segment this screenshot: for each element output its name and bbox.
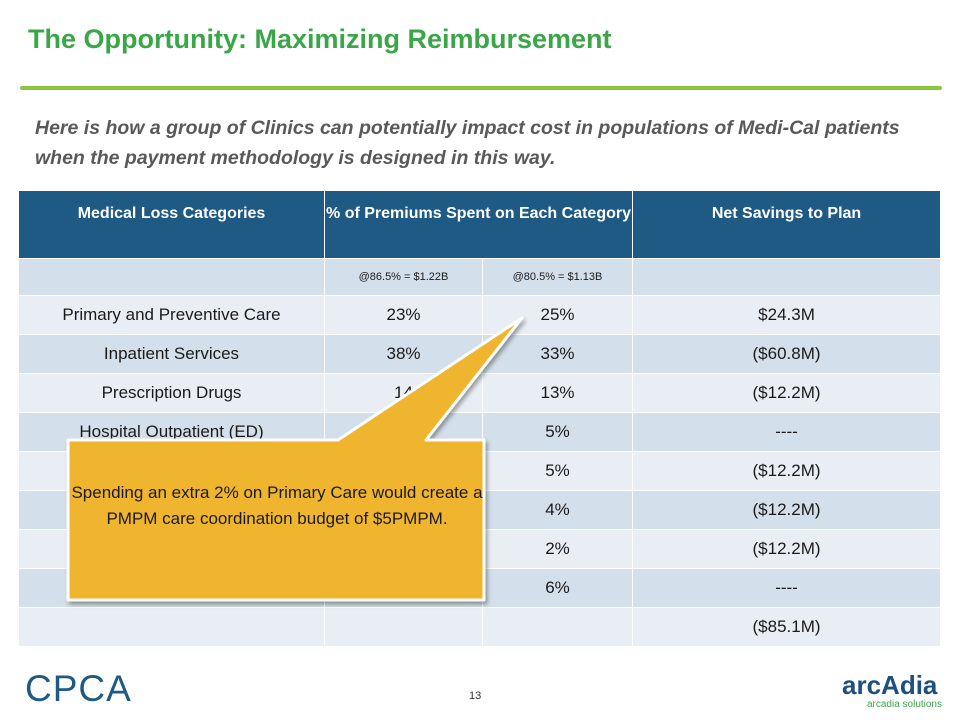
savings-cell: ($12.2M) <box>632 451 942 491</box>
percent-b-cell: 6% <box>481 568 634 608</box>
slide-title: The Opportunity: Maximizing Reimbursemen… <box>28 24 612 54</box>
percent-b-cell: 33% <box>481 334 634 374</box>
percent-b-cell <box>481 607 634 647</box>
savings-cell: ($12.2M) <box>632 529 942 569</box>
title-divider <box>20 86 942 90</box>
arcadia-logo-sub: arcadia solutions <box>866 699 942 710</box>
callout-shape <box>66 316 524 602</box>
subheader-cell <box>18 258 325 296</box>
percent-b-cell: 5% <box>481 412 634 452</box>
percent-b-cell: 25% <box>481 295 634 335</box>
callout-text: Spending an extra 2% on Primary Care wou… <box>71 483 483 528</box>
percent-b-cell: 5% <box>481 451 634 491</box>
category-cell <box>18 607 325 647</box>
percent-b-cell: 13% <box>481 373 634 413</box>
arcadia-logo-name: arcAdia <box>842 670 938 700</box>
percent-b-cell: 2% <box>481 529 634 569</box>
table-row: Primary and Preventive Care 23% 25% $24.… <box>18 295 942 335</box>
header-savings: Net Savings to Plan <box>632 190 942 259</box>
table-subheader-row: @86.5% = $1.22B @80.5% = $1.13B <box>18 258 942 296</box>
category-cell: Inpatient Services <box>18 334 325 374</box>
subheader-cell: @80.5% = $1.13B <box>481 258 634 296</box>
cpca-logo: CPCA <box>25 668 132 709</box>
table-row: Inpatient Services 38% 33% ($60.8M) <box>18 334 942 374</box>
savings-cell: ---- <box>632 412 942 452</box>
percent-a-cell <box>324 607 483 647</box>
savings-cell: $24.3M <box>632 295 942 335</box>
table-header-row: Medical Loss Categories % of Premiums Sp… <box>18 190 942 259</box>
table-row: Hospital Outpatient (ED) 5% ---- <box>18 412 942 452</box>
arcadia-logo: arcAdia arcadia solutions <box>842 672 942 710</box>
savings-cell: ($60.8M) <box>632 334 942 374</box>
page-number: 13 <box>469 690 482 702</box>
table-total-row: ($85.1M) <box>18 607 942 647</box>
header-percent: % of Premiums Spent on Each Category <box>323 190 634 259</box>
subheader-cell <box>632 258 942 296</box>
savings-cell: ---- <box>632 568 942 608</box>
percent-b-cell: 4% <box>481 490 634 530</box>
total-savings-cell: ($85.1M) <box>632 607 942 647</box>
slide-subtitle: Here is how a group of Clinics can poten… <box>35 117 900 169</box>
percent-a-cell: 23% <box>324 295 483 335</box>
header-category: Medical Loss Categories <box>18 190 325 259</box>
